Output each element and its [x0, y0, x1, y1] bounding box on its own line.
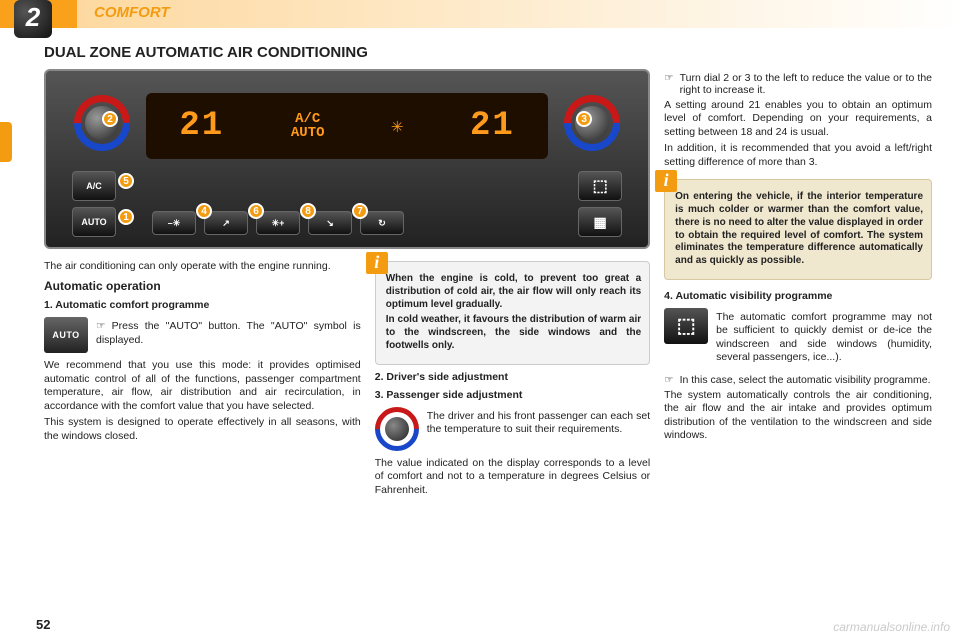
middle-column: i When the engine is cold, to prevent to…: [375, 257, 650, 500]
info-cold-1: When the engine is cold, to prevent too …: [386, 273, 641, 311]
section-2-heading: 2. Driver's side adjustment: [375, 371, 650, 383]
auto-button[interactable]: AUTO: [72, 207, 116, 237]
visibility-control-text: The system automatically controls the ai…: [664, 389, 932, 443]
ac-auto-indicator: A/CAUTO: [291, 112, 325, 140]
left-column: The air conditioning can only operate wi…: [44, 257, 361, 500]
chapter-title: COMFORT: [94, 4, 170, 21]
turn-dial-text: Turn dial 2 or 3 to the left to reduce t…: [680, 72, 932, 96]
marker-6: 6: [248, 203, 264, 219]
recommend-text: We recommend that you use this mode: it …: [44, 359, 361, 413]
passenger-temp-dial[interactable]: [553, 83, 632, 162]
info-entering: On entering the vehicle, if the interior…: [675, 191, 923, 268]
bullet-icon: ☞: [664, 374, 673, 386]
marker-7: 7: [352, 203, 368, 219]
dial-text: The driver and his front passenger can e…: [427, 410, 650, 437]
ac-display: 21 A/CAUTO ✳ 21: [146, 93, 548, 159]
value-text: The value indicated on the display corre…: [375, 457, 650, 497]
visibility-button-icon: ⬚: [664, 308, 708, 344]
marker-1: 1: [118, 209, 134, 225]
section-1-heading: 1. Automatic comfort programme: [44, 299, 361, 311]
section-4-heading: 4. Automatic visibility programme: [664, 290, 932, 302]
watermark: carmanualsonline.info: [833, 620, 950, 634]
temp-dial-icon: [375, 407, 419, 451]
driver-temp-value: 21: [179, 107, 224, 145]
page-number: 52: [36, 617, 50, 632]
info-cold-2: In cold weather, it favours the distribu…: [386, 314, 641, 352]
defrost-front-button[interactable]: ⬚: [578, 171, 622, 201]
setting-21-text: A setting around 21 enables you to obtai…: [664, 99, 932, 139]
chapter-number-badge: 2: [14, 0, 52, 38]
intro-text: The air conditioning can only operate wi…: [44, 260, 361, 273]
driver-temp-dial[interactable]: [62, 83, 141, 162]
fan-indicator: ✳: [391, 113, 403, 139]
page-heading: DUAL ZONE AUTOMATIC AIR CONDITIONING: [44, 44, 932, 61]
page-content: DUAL ZONE AUTOMATIC AIR CONDITIONING 21 …: [44, 44, 932, 612]
section-3-heading: 3. Passenger side adjustment: [375, 389, 650, 401]
auto-button-icon: AUTO: [44, 317, 88, 353]
fan-down-button[interactable]: –✳: [152, 211, 196, 235]
info-icon: i: [655, 170, 677, 192]
right-column: ☞ Turn dial 2 or 3 to the left to reduce …: [664, 69, 932, 500]
cold-engine-infobox: i When the engine is cold, to prevent to…: [375, 261, 650, 365]
passenger-temp-value: 21: [470, 107, 515, 145]
ac-control-panel: 21 A/CAUTO ✳ 21 A/C AUTO ⬚ ▦ –✳ ↗ ✳+ ↘ ↻…: [44, 69, 650, 249]
visibility-select-text: In this case, select the automatic visib…: [680, 374, 932, 386]
auto-operation-heading: Automatic operation: [44, 279, 361, 293]
bullet-icon: ☞: [664, 72, 673, 96]
info-icon: i: [366, 252, 388, 274]
visibility-text: The automatic comfort programme may not …: [716, 311, 932, 365]
marker-5: 5: [118, 173, 134, 189]
side-tab: [0, 122, 12, 162]
entering-vehicle-infobox: i On entering the vehicle, if the interi…: [664, 179, 932, 280]
marker-4: 4: [196, 203, 212, 219]
defrost-rear-button[interactable]: ▦: [578, 207, 622, 237]
marker-2: 2: [102, 111, 118, 127]
marker-8: 8: [300, 203, 316, 219]
addition-text: In addition, it is recommended that you …: [664, 142, 932, 169]
ac-button[interactable]: A/C: [72, 171, 116, 201]
designed-text: This system is designed to operate effec…: [44, 416, 361, 443]
press-auto-text: ☞ Press the "AUTO" button. The "AUTO" sy…: [96, 320, 361, 347]
